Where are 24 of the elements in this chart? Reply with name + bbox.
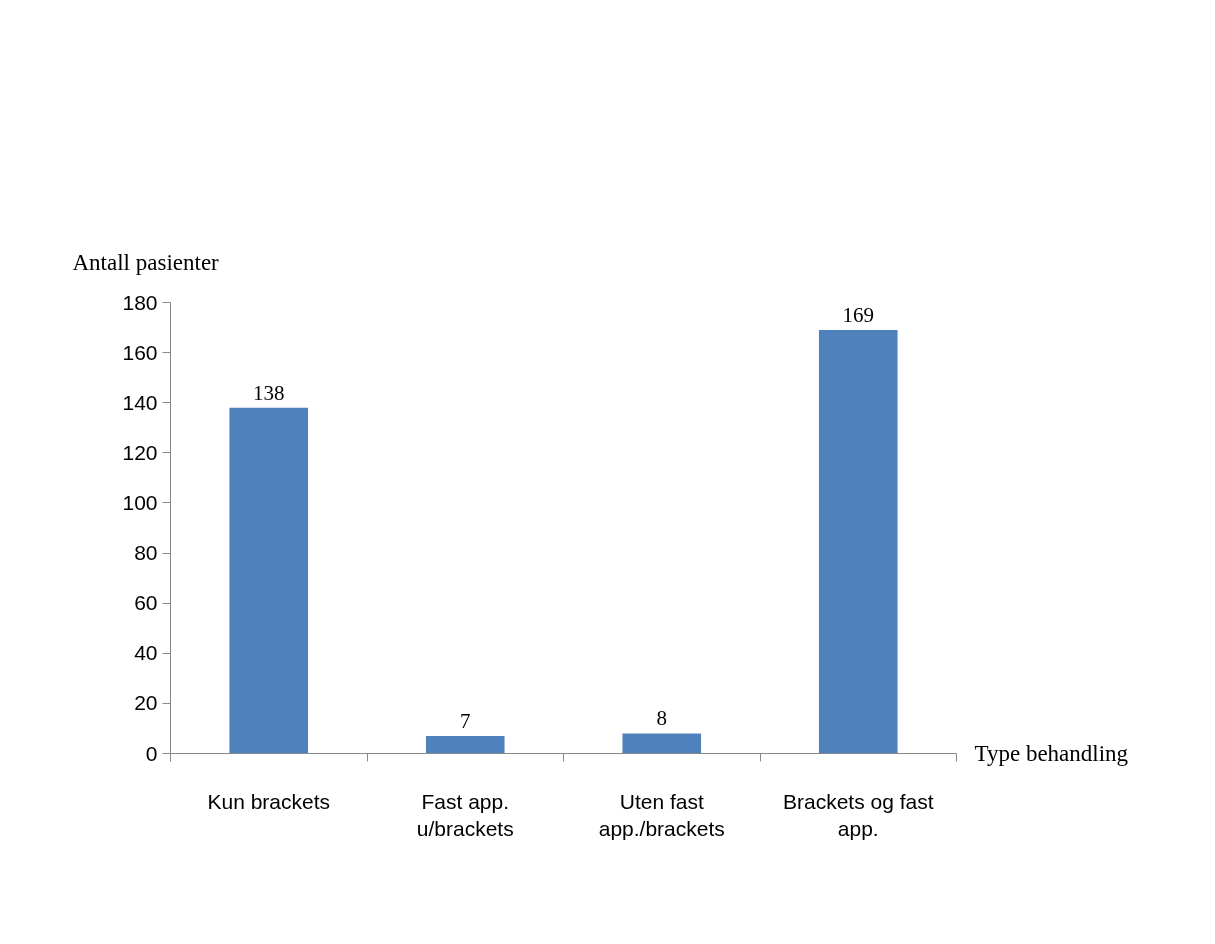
- x-tick-label: Kun brackets: [207, 789, 331, 813]
- data-label: 7: [460, 708, 471, 733]
- bar: [425, 735, 505, 754]
- bar: [229, 407, 309, 754]
- y-axis-title: Antall pasienter: [72, 250, 220, 275]
- bar: [622, 733, 702, 754]
- y-tick-label: 80: [134, 541, 158, 565]
- bar: [818, 330, 898, 754]
- x-tick-label: Uten fast app./brackets: [598, 789, 725, 841]
- data-label: 169: [842, 303, 874, 328]
- y-tick-label: 160: [122, 340, 158, 364]
- y-tick-label: 60: [134, 591, 158, 615]
- x-tick-label: Fast app. u/brackets: [416, 789, 514, 841]
- y-tick-label: 120: [122, 440, 158, 464]
- y-tick-label: 140: [122, 390, 158, 414]
- y-tick-label: 20: [134, 691, 158, 715]
- data-label: 138: [253, 380, 285, 405]
- x-tick-label: Brackets og fast app.: [782, 789, 934, 841]
- y-tick-label: 180: [122, 290, 158, 314]
- data-label: 8: [656, 706, 667, 731]
- y-tick-label: 0: [145, 741, 158, 765]
- x-axis-title: Type behandling: [974, 741, 1129, 766]
- y-tick-label: 40: [134, 641, 158, 665]
- y-tick-label: 100: [122, 490, 158, 514]
